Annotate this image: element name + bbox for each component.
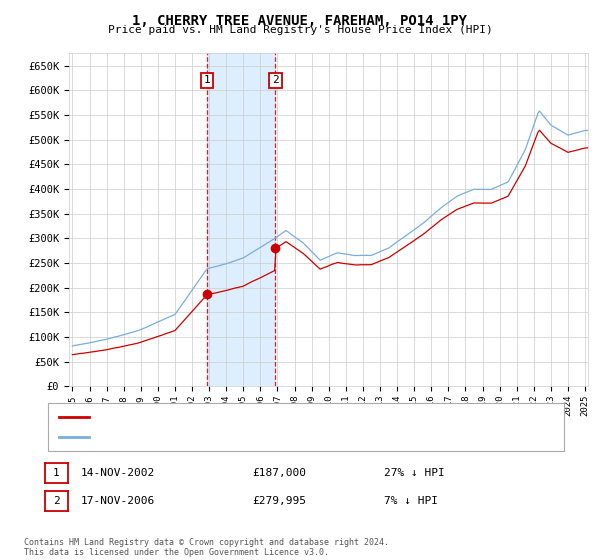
Text: £187,000: £187,000 [252, 468, 306, 478]
Text: 1, CHERRY TREE AVENUE, FAREHAM, PO14 1PY (detached house): 1, CHERRY TREE AVENUE, FAREHAM, PO14 1PY… [93, 412, 449, 422]
Text: 1: 1 [53, 468, 60, 478]
Bar [207, 53, 275, 386]
Text: £279,995: £279,995 [252, 496, 306, 506]
Text: Price paid vs. HM Land Registry's House Price Index (HPI): Price paid vs. HM Land Registry's House … [107, 25, 493, 35]
Text: HPI: Average price, detached house, Fareham: HPI: Average price, detached house, Fare… [93, 432, 362, 442]
Text: 1: 1 [204, 76, 211, 85]
Text: 27% ↓ HPI: 27% ↓ HPI [384, 468, 445, 478]
Text: 1, CHERRY TREE AVENUE, FAREHAM, PO14 1PY: 1, CHERRY TREE AVENUE, FAREHAM, PO14 1PY [133, 14, 467, 28]
Text: 17-NOV-2006: 17-NOV-2006 [81, 496, 155, 506]
Text: 2: 2 [53, 496, 60, 506]
Text: 14-NOV-2002: 14-NOV-2002 [81, 468, 155, 478]
Text: 2: 2 [272, 76, 279, 85]
Text: 7% ↓ HPI: 7% ↓ HPI [384, 496, 438, 506]
Text: Contains HM Land Registry data © Crown copyright and database right 2024.
This d: Contains HM Land Registry data © Crown c… [24, 538, 389, 557]
